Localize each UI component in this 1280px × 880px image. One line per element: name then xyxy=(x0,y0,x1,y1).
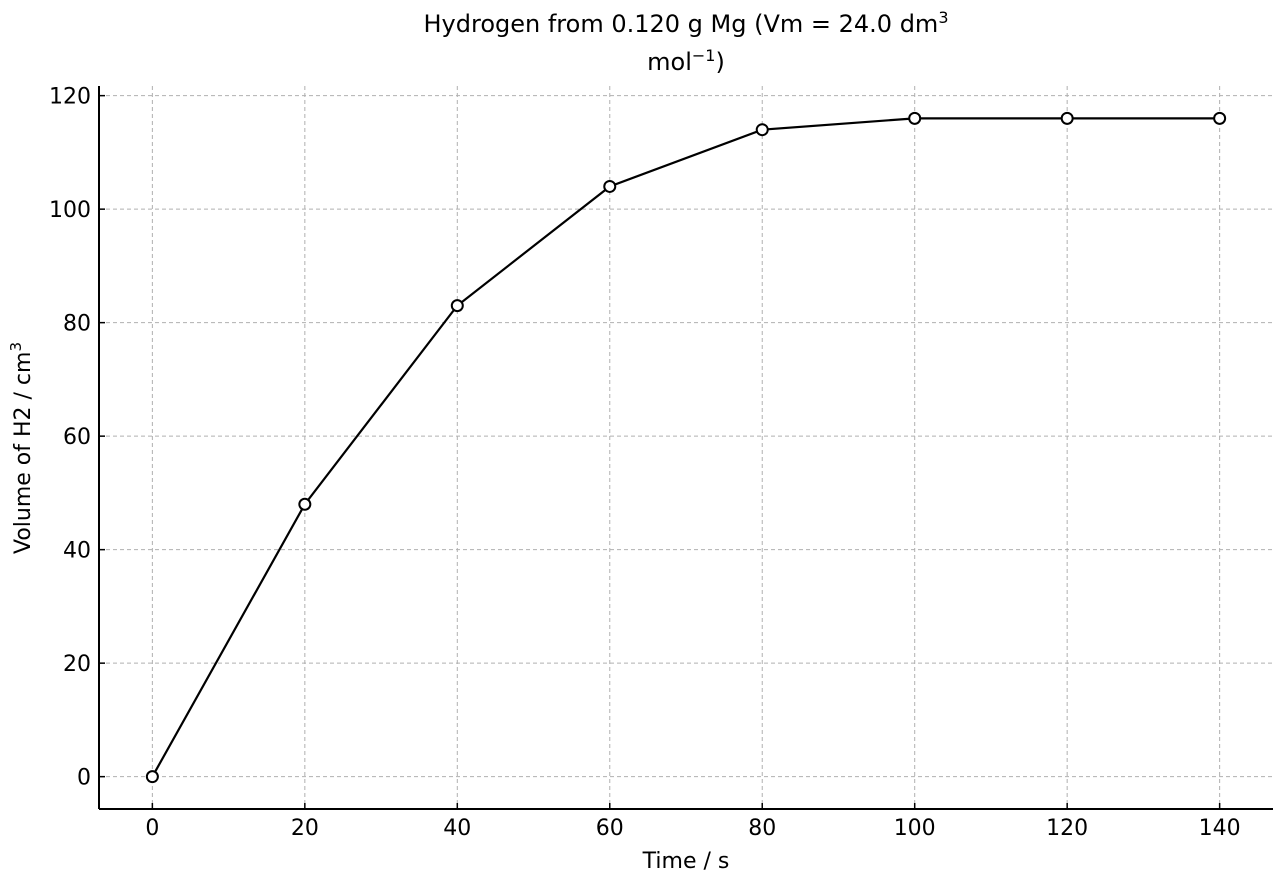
data-point-5 xyxy=(908,111,922,125)
data-point-6 xyxy=(1060,111,1074,125)
data-point-2 xyxy=(450,299,464,313)
y-tick-label-5: 100 xyxy=(49,198,91,223)
x-axis-label: Time / s xyxy=(642,849,730,874)
x-tick-label-2: 40 xyxy=(443,816,471,841)
data-point-7 xyxy=(1213,111,1227,125)
data-point-4 xyxy=(755,123,769,137)
data-point-3 xyxy=(603,179,617,193)
x-tick-label-5: 100 xyxy=(894,816,936,841)
series-line xyxy=(151,117,1220,778)
chart-title-line1: Hydrogen from 0.120 g Mg (Vm = 24.0 dm3 xyxy=(424,8,949,39)
chart-title-line1-text: Hydrogen from 0.120 g Mg (Vm = 24.0 dm xyxy=(424,10,939,38)
grid xyxy=(99,86,1273,809)
y-axis-label-sup: 3 xyxy=(7,342,25,352)
y-tick-label-6: 120 xyxy=(49,85,91,110)
y-tick-label-2: 40 xyxy=(63,539,91,564)
x-tick-label-4: 80 xyxy=(748,816,776,841)
data-point-1 xyxy=(298,497,312,511)
x-tick-label-3: 60 xyxy=(596,816,624,841)
x-tick-label-6: 120 xyxy=(1046,816,1088,841)
x-tick-label-1: 20 xyxy=(291,816,319,841)
axes xyxy=(98,86,1273,810)
chart-title-line2-end: ) xyxy=(715,48,724,76)
y-axis-label-text: Volume of H2 / cm xyxy=(11,352,36,554)
y-tick-label-3: 60 xyxy=(63,425,91,450)
chart-title-line2-text: mol xyxy=(647,48,692,76)
chart-title-line2-sup: −1 xyxy=(692,46,716,65)
data-point-0 xyxy=(145,770,159,784)
x-tick-label-7: 140 xyxy=(1199,816,1241,841)
series xyxy=(145,111,1227,784)
chart-title-line1-sup: 3 xyxy=(938,8,948,27)
ticks: 0 20 40 60 80 100 120 140 0 20 40 60 80 100 120 xyxy=(49,85,1241,841)
chart-title-line2: mol−1) xyxy=(647,46,725,77)
y-tick-label-0: 0 xyxy=(77,766,91,791)
y-tick-label-4: 80 xyxy=(63,312,91,337)
y-axis-label: Volume of H2 / cm3 xyxy=(7,342,36,554)
x-tick-label-0: 0 xyxy=(145,816,159,841)
y-tick-label-1: 20 xyxy=(63,652,91,677)
